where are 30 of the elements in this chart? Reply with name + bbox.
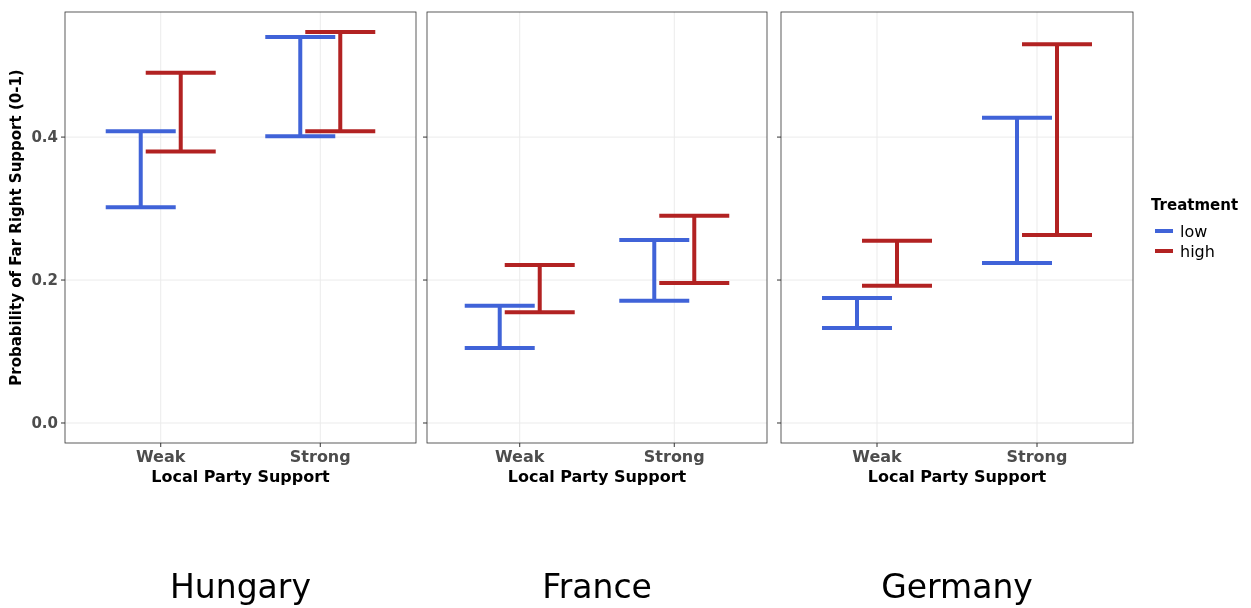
- x-tick-label: Strong: [289, 447, 351, 466]
- x-axis-title: Local Party Support: [151, 467, 331, 486]
- bar: [298, 37, 303, 137]
- bar: [178, 72, 183, 152]
- legend-label: low: [1180, 221, 1208, 241]
- y-tick-label: 0.0: [31, 414, 58, 433]
- bar: [338, 32, 343, 132]
- bar: [895, 240, 899, 286]
- bar: [1015, 117, 1019, 263]
- y-tick-label: 0.2: [31, 271, 58, 290]
- x-axis-title: Local Party Support: [867, 467, 1047, 486]
- legend-title: Treatment: [1151, 196, 1239, 214]
- y-tick-label: 0.4: [31, 128, 58, 147]
- text: Germany: [881, 567, 1033, 606]
- x-tick-label: Weak: [495, 447, 545, 466]
- x-tick-label: Strong: [643, 447, 705, 466]
- bar: [652, 240, 657, 301]
- bar: [692, 215, 697, 283]
- bar: [138, 131, 143, 208]
- bar: [1055, 44, 1059, 236]
- x-tick-label: Strong: [1006, 447, 1068, 466]
- text: Hungary: [170, 567, 311, 606]
- legend-label: high: [1180, 241, 1215, 261]
- bar: [537, 265, 542, 313]
- bar: [497, 305, 502, 348]
- text: France: [542, 567, 652, 606]
- x-tick-label: Weak: [136, 447, 186, 466]
- x-axis-title: Local Party Support: [507, 467, 687, 486]
- y-axis-title: Probability of Far Right Support (0-1): [7, 69, 25, 386]
- x-tick-label: Weak: [852, 447, 903, 466]
